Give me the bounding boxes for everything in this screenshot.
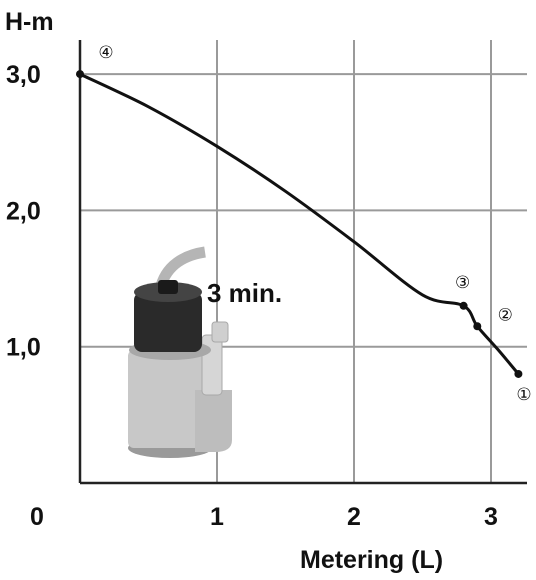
x-axis-label: Metering (L) — [300, 546, 443, 574]
performance-curve — [79, 72, 520, 375]
axes-layer — [78, 40, 527, 485]
y-tick-label: 2,0 — [6, 197, 41, 225]
data-point-marker — [514, 369, 523, 378]
data-point-marker — [76, 70, 84, 79]
data-point-label: ② — [498, 305, 513, 325]
data-point-label: ④ — [98, 43, 113, 63]
x-tick-label: 3 — [484, 503, 498, 531]
x-tick-label: 0 — [30, 503, 44, 531]
y-tick-label: 1,0 — [6, 334, 41, 362]
y-axis-label: H-m — [5, 8, 54, 36]
data-point-marker — [459, 301, 468, 310]
pump-illustration — [128, 246, 232, 458]
annotation-3-min: 3 min. — [207, 278, 282, 308]
data-point-label: ① — [516, 385, 531, 405]
data-point-marker — [473, 322, 482, 331]
data-point-label: ③ — [455, 273, 470, 293]
x-tick-label: 2 — [347, 503, 361, 531]
labels-layer: 0 1 2 3 1,0 2,0 3,0 — [6, 61, 498, 531]
y-tick-label: 3,0 — [6, 61, 41, 89]
points-layer: ① ② ③ ④ — [76, 43, 532, 405]
x-tick-label: 1 — [210, 503, 224, 531]
